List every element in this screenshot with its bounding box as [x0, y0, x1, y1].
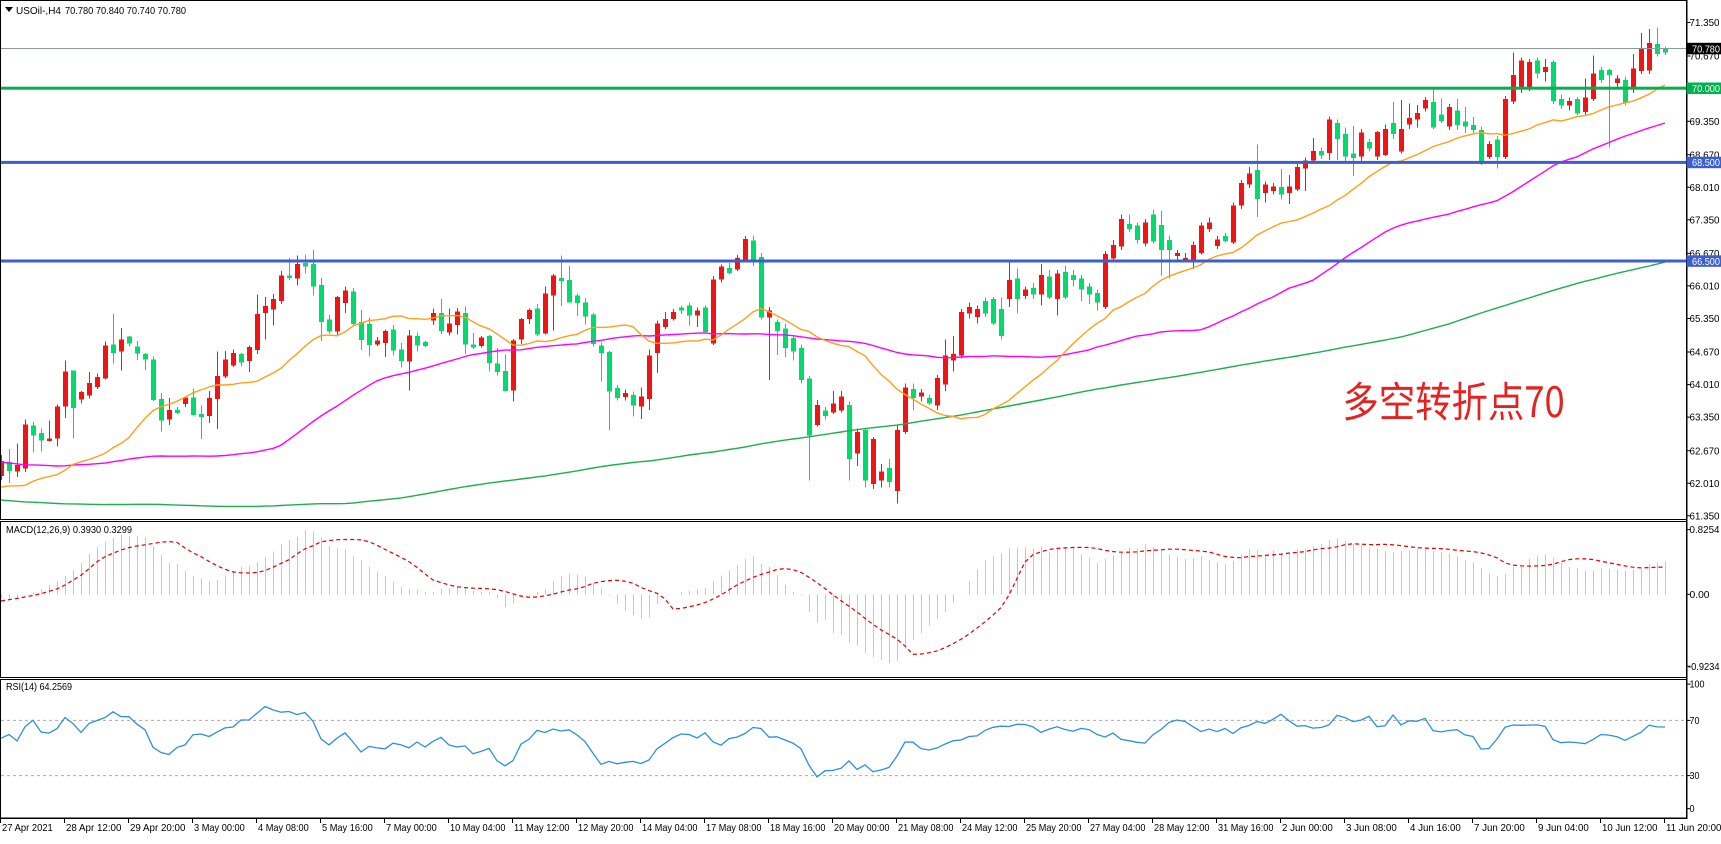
svg-text:31 May 16:00: 31 May 16:00	[1218, 823, 1274, 834]
svg-text:27 Apr 2021: 27 Apr 2021	[2, 823, 53, 834]
svg-text:68.500: 68.500	[1692, 158, 1720, 169]
svg-text:67.350: 67.350	[1690, 215, 1720, 226]
svg-text:-0.9234: -0.9234	[1688, 662, 1720, 673]
svg-text:64.670: 64.670	[1690, 348, 1720, 359]
svg-text:11 May 12:00: 11 May 12:00	[514, 823, 570, 834]
svg-text:18 May 16:00: 18 May 16:00	[770, 823, 826, 834]
svg-text:63.350: 63.350	[1690, 413, 1720, 424]
svg-text:10 May 04:00: 10 May 04:00	[450, 823, 506, 834]
svg-text:69.350: 69.350	[1690, 117, 1720, 128]
svg-text:2 Jun 00:00: 2 Jun 00:00	[1282, 823, 1333, 834]
svg-text:7 Jun 20:00: 7 Jun 20:00	[1474, 823, 1525, 834]
svg-text:MACD(12,26,9) 0.3930 0.3299: MACD(12,26,9) 0.3930 0.3299	[6, 525, 132, 536]
svg-text:66.500: 66.500	[1692, 257, 1720, 268]
svg-text:3 Jun 08:00: 3 Jun 08:00	[1346, 823, 1397, 834]
svg-text:28 Apr 12:00: 28 Apr 12:00	[66, 823, 122, 834]
svg-text:61.350: 61.350	[1690, 511, 1720, 522]
svg-text:70: 70	[1690, 716, 1700, 727]
svg-text:70.780 70.840 70.740 70.780: 70.780 70.840 70.740 70.780	[65, 5, 186, 17]
svg-text:4 Jun 16:00: 4 Jun 16:00	[1410, 823, 1461, 834]
svg-text:68.010: 68.010	[1690, 183, 1720, 194]
svg-text:65.350: 65.350	[1690, 314, 1720, 325]
svg-text:14 May 04:00: 14 May 04:00	[642, 823, 698, 834]
svg-text:29 Apr 20:00: 29 Apr 20:00	[130, 823, 186, 834]
svg-text:5 May 16:00: 5 May 16:00	[322, 823, 373, 834]
svg-text:0.00: 0.00	[1690, 590, 1710, 601]
svg-text:70.780: 70.780	[1692, 44, 1720, 55]
svg-text:0: 0	[1690, 804, 1695, 815]
svg-text:11 Jun 20:00: 11 Jun 20:00	[1666, 823, 1721, 834]
svg-text:20 May 00:00: 20 May 00:00	[834, 823, 890, 834]
svg-text:64.010: 64.010	[1690, 380, 1720, 391]
svg-text:25 May 20:00: 25 May 20:00	[1026, 823, 1082, 834]
svg-text:71.350: 71.350	[1690, 18, 1720, 29]
svg-text:27 May 04:00: 27 May 04:00	[1090, 823, 1146, 834]
svg-text:USOil-,H4: USOil-,H4	[16, 5, 61, 17]
svg-text:0.8254: 0.8254	[1690, 525, 1720, 536]
svg-text:RSI(14) 64.2569: RSI(14) 64.2569	[6, 682, 72, 693]
svg-text:12 May 20:00: 12 May 20:00	[578, 823, 634, 834]
svg-text:9 Jun 04:00: 9 Jun 04:00	[1538, 823, 1589, 834]
svg-text:100: 100	[1690, 680, 1705, 691]
svg-text:70.000: 70.000	[1692, 84, 1720, 95]
svg-text:17 May 08:00: 17 May 08:00	[706, 823, 762, 834]
svg-text:62.010: 62.010	[1690, 479, 1720, 490]
svg-text:66.010: 66.010	[1690, 282, 1720, 293]
svg-text:30: 30	[1690, 771, 1700, 782]
svg-text:62.670: 62.670	[1690, 446, 1720, 457]
svg-text:24 May 12:00: 24 May 12:00	[962, 823, 1018, 834]
svg-text:4 May 08:00: 4 May 08:00	[258, 823, 309, 834]
svg-text:28 May 12:00: 28 May 12:00	[1154, 823, 1210, 834]
svg-text:3 May 00:00: 3 May 00:00	[194, 823, 245, 834]
svg-text:21 May 08:00: 21 May 08:00	[898, 823, 954, 834]
svg-text:7 May 00:00: 7 May 00:00	[386, 823, 437, 834]
svg-text:10 Jun 12:00: 10 Jun 12:00	[1602, 823, 1658, 834]
